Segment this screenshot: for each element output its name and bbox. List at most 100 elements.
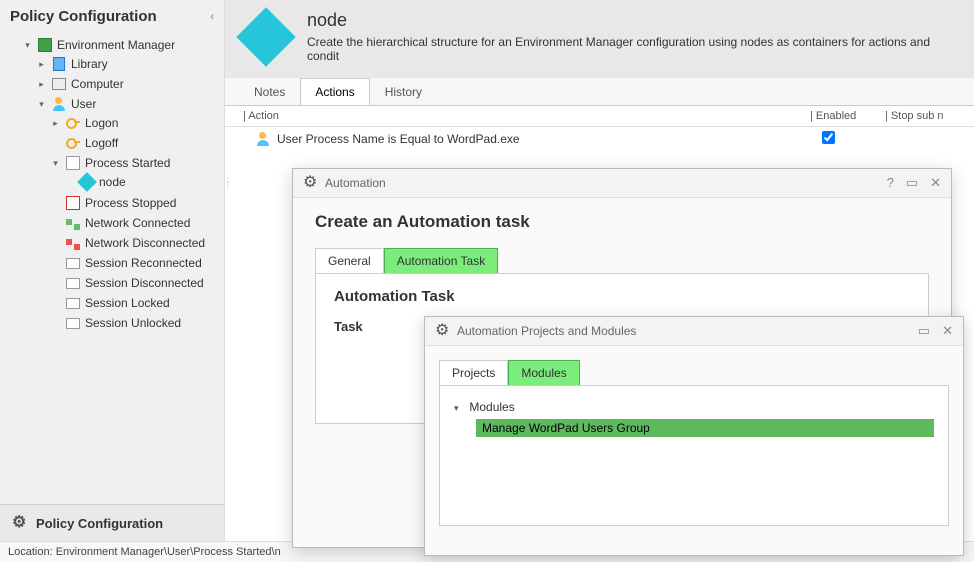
section-title: Automation Task <box>334 288 910 305</box>
tree-item-user[interactable]: ▾ User <box>34 95 224 113</box>
expander-icon[interactable]: ▾ <box>22 40 33 51</box>
tree-item-logon[interactable]: ▸ Logon <box>48 114 224 132</box>
col-enabled-label: Enabled <box>816 110 856 122</box>
expander-icon[interactable]: ▸ <box>36 79 47 90</box>
node-icon <box>236 7 295 66</box>
dialog-titlebar[interactable]: Automation ? ▭ ✕ <box>293 169 951 198</box>
sidebar-footer-label: Policy Configuration <box>36 516 163 531</box>
tree-item-net-connected[interactable]: Network Connected <box>48 214 224 232</box>
col-action-label: Action <box>248 110 279 122</box>
modules-root-label: Modules <box>469 400 514 414</box>
tree-item-library[interactable]: ▸ Library <box>34 55 224 73</box>
modules-tree-panel: ▾ Modules Manage WordPad Users Group <box>439 386 949 526</box>
user-icon <box>51 96 67 112</box>
modules-root[interactable]: ▾ Modules <box>454 398 934 416</box>
node-icon <box>79 174 95 190</box>
action-text: User Process Name is Equal to WordPad.ex… <box>277 132 810 146</box>
column-headers: | Action | Enabled | Stop sub n <box>225 106 974 127</box>
enabled-checkbox[interactable] <box>822 131 835 144</box>
network-disconnected-icon <box>65 235 81 251</box>
action-row[interactable]: User Process Name is Equal to WordPad.ex… <box>225 127 974 151</box>
status-text: Location: Environment Manager\User\Proce… <box>8 546 281 558</box>
config-icon <box>37 37 53 53</box>
tree-label: Environment Manager <box>57 38 175 52</box>
tree-label: Session Locked <box>85 296 170 310</box>
process-stopped-icon <box>65 195 81 211</box>
tree-item-sess-reconnected[interactable]: Session Reconnected <box>48 254 224 272</box>
dialog-titlebar[interactable]: Automation Projects and Modules ▭ ✕ <box>425 317 963 346</box>
tree-item-process-stopped[interactable]: Process Stopped <box>48 194 224 212</box>
tree-item-sess-locked[interactable]: Session Locked <box>48 294 224 312</box>
logoff-icon <box>65 135 81 151</box>
tree-label: Process Started <box>85 156 170 170</box>
condition-icon <box>255 131 271 147</box>
projects-modules-dialog: Automation Projects and Modules ▭ ✕ Proj… <box>424 316 964 556</box>
tree-label: Network Connected <box>85 216 190 230</box>
tree-label: Session Disconnected <box>85 276 204 290</box>
tree-item-logoff[interactable]: Logoff <box>48 134 224 152</box>
network-connected-icon <box>65 215 81 231</box>
gear-icon <box>12 515 28 531</box>
close-icon[interactable]: ✕ <box>942 323 953 339</box>
col-stop-label: Stop sub n <box>891 110 944 122</box>
inner-tab-bar: General Automation Task <box>315 248 929 274</box>
tree-label: node <box>99 175 126 189</box>
gear-icon <box>303 175 319 191</box>
tree-label: Session Unlocked <box>85 316 181 330</box>
tab-notes[interactable]: Notes <box>239 78 300 105</box>
sidebar: Policy Configuration ‹ ▾ Environment Man… <box>0 0 225 541</box>
tab-general[interactable]: General <box>315 248 384 273</box>
library-icon <box>51 56 67 72</box>
session-icon <box>65 275 81 291</box>
sidebar-header: Policy Configuration ‹ <box>0 0 224 33</box>
tree-label: Computer <box>71 77 124 91</box>
dialog-title: Automation Projects and Modules <box>457 324 636 338</box>
tree-label: Process Stopped <box>85 196 176 210</box>
session-icon <box>65 315 81 331</box>
sidebar-title: Policy Configuration <box>10 8 157 25</box>
expander-icon[interactable]: ▸ <box>36 59 47 70</box>
session-icon <box>65 255 81 271</box>
process-icon <box>65 155 81 171</box>
tree-item-sess-unlocked[interactable]: Session Unlocked <box>48 314 224 332</box>
help-icon[interactable]: ? <box>887 175 894 191</box>
tree-label: User <box>71 97 96 111</box>
logon-icon <box>65 115 81 131</box>
tab-modules[interactable]: Modules <box>508 360 579 385</box>
tab-projects[interactable]: Projects <box>439 360 508 385</box>
projects-tab-bar: Projects Modules <box>439 360 949 386</box>
maximize-icon[interactable]: ▭ <box>918 323 930 339</box>
nav-tree: ▾ Environment Manager ▸ Library ▸ Computer… <box>0 33 224 504</box>
tree-label: Network Disconnected <box>85 236 205 250</box>
page-header: node Create the hierarchical structure f… <box>225 0 974 78</box>
tab-actions[interactable]: Actions <box>300 78 369 105</box>
splitter-handle[interactable]: ⋮⋮ <box>224 180 228 188</box>
close-icon[interactable]: ✕ <box>930 175 941 191</box>
tree-label: Library <box>71 57 108 71</box>
tree-label: Logon <box>85 116 118 130</box>
dialog-heading: Create an Automation task <box>315 212 929 232</box>
gear-icon <box>435 323 451 339</box>
session-icon <box>65 295 81 311</box>
sidebar-footer[interactable]: Policy Configuration <box>0 504 224 541</box>
tree-item-net-disconnected[interactable]: Network Disconnected <box>48 234 224 252</box>
expander-icon[interactable]: ▾ <box>36 99 47 110</box>
computer-icon <box>51 76 67 92</box>
page-title: node <box>307 10 960 31</box>
maximize-icon[interactable]: ▭ <box>906 175 918 191</box>
tree-label: Logoff <box>85 136 118 150</box>
tree-item-node[interactable]: node <box>62 173 224 191</box>
tab-automation-task[interactable]: Automation Task <box>384 248 499 273</box>
tree-item-computer[interactable]: ▸ Computer <box>34 75 224 93</box>
tree-root[interactable]: ▾ Environment Manager <box>20 36 224 54</box>
tree-label: Session Reconnected <box>85 256 202 270</box>
page-description: Create the hierarchical structure for an… <box>307 35 960 63</box>
module-item-selected[interactable]: Manage WordPad Users Group <box>476 419 934 437</box>
expander-icon[interactable]: ▾ <box>50 158 61 169</box>
collapse-sidebar-icon[interactable]: ‹ <box>210 11 214 23</box>
tree-item-sess-disconnected[interactable]: Session Disconnected <box>48 274 224 292</box>
expander-icon[interactable]: ▸ <box>50 118 61 129</box>
tree-item-process-started[interactable]: ▾ Process Started <box>48 154 224 172</box>
tab-history[interactable]: History <box>370 78 437 105</box>
expander-icon[interactable]: ▾ <box>454 403 466 414</box>
